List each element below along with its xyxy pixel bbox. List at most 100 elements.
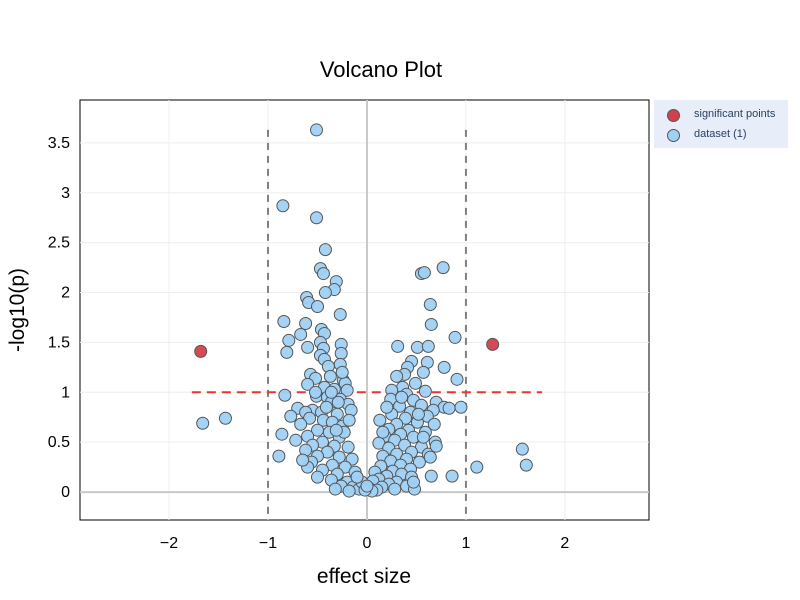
data-point [448,330,462,344]
x-tick-label: 2 [560,535,569,552]
data-point [296,453,310,467]
data-point [450,372,464,386]
legend-item-significant[interactable]: significant points [654,105,788,125]
data-point [424,469,438,483]
data-point [289,433,303,447]
data-point [429,439,443,453]
x-axis-label: effect size [317,565,411,588]
data-point [454,400,468,414]
data-point [390,369,404,383]
chart-title: Volcano Plot [320,57,442,82]
data-point [417,266,431,280]
legend-marker-dataset [667,129,680,142]
x-tick-label: −2 [160,535,178,552]
data-point [310,470,324,484]
y-tick-label: 1 [61,384,70,401]
data-point [519,458,533,472]
y-axis-label: -log10(p) [6,268,29,352]
data-point [436,261,450,275]
points-layer [194,123,533,498]
data-point [282,333,296,347]
y-tick-label: 1.5 [48,334,70,351]
data-point [395,390,409,404]
data-point [427,417,441,431]
data-point [424,317,438,331]
x-tick-label: 0 [363,535,372,552]
data-point [196,416,210,430]
data-point [318,286,332,300]
data-point [303,411,317,425]
data-point [318,243,332,257]
data-point [418,384,432,398]
data-point [421,339,435,353]
data-point [416,430,430,444]
y-tick-label: 2.5 [48,235,70,252]
data-point [280,345,294,359]
data-point [277,314,291,328]
y-tick-label: 0 [61,484,70,501]
data-point [373,413,387,427]
data-point [360,479,374,493]
data-point [329,423,343,437]
data-point [294,417,308,431]
data-point [335,365,349,379]
data-point [408,376,422,390]
data-point [309,385,323,399]
y-tick-label: 3.5 [48,135,70,152]
data-point [391,339,405,353]
data-point [275,427,289,441]
plot-area [79,99,650,521]
data-point [218,411,232,425]
data-point [323,369,337,383]
data-point [294,327,308,341]
data-point [276,199,290,213]
data-point [319,400,333,414]
data-point [411,407,425,421]
data-point [310,300,324,314]
legend: significant points dataset (1) [654,100,788,148]
data-point [341,440,355,454]
data-point [388,482,402,496]
data-point [406,475,420,489]
data-point [301,340,315,354]
significant-point [194,344,208,358]
data-point [380,400,394,414]
y-tick-label: 3 [61,185,70,202]
data-point [410,340,424,354]
data-point [324,385,338,399]
data-point [310,123,324,137]
legend-label-significant: significant points [694,108,776,120]
data-point [342,413,356,427]
data-point [470,460,484,474]
legend-marker-significant [667,109,680,122]
data-point [350,470,364,484]
data-point [342,484,356,498]
data-point [423,298,437,312]
data-point [423,450,437,464]
data-point [272,449,286,463]
data-point [316,267,330,281]
data-point [284,409,298,423]
data-point [376,425,390,439]
data-point [310,211,324,225]
data-point [331,395,345,409]
data-point [437,360,451,374]
data-point [328,482,342,496]
data-point [515,442,529,456]
y-tick-label: 0.5 [48,434,70,451]
x-tick-label: 1 [461,535,470,552]
data-point [340,383,354,397]
data-point [412,455,426,469]
significant-point [486,337,500,351]
legend-item-dataset[interactable]: dataset (1) [654,125,788,145]
legend-label-dataset: dataset (1) [694,128,747,140]
threshold-layer [191,129,543,520]
x-tick-label: −1 [259,535,277,552]
y-tick-label: 2 [61,285,70,302]
data-point [301,377,315,391]
data-point [399,411,413,425]
data-point [334,346,348,360]
data-point [278,388,292,402]
data-point [442,401,456,415]
